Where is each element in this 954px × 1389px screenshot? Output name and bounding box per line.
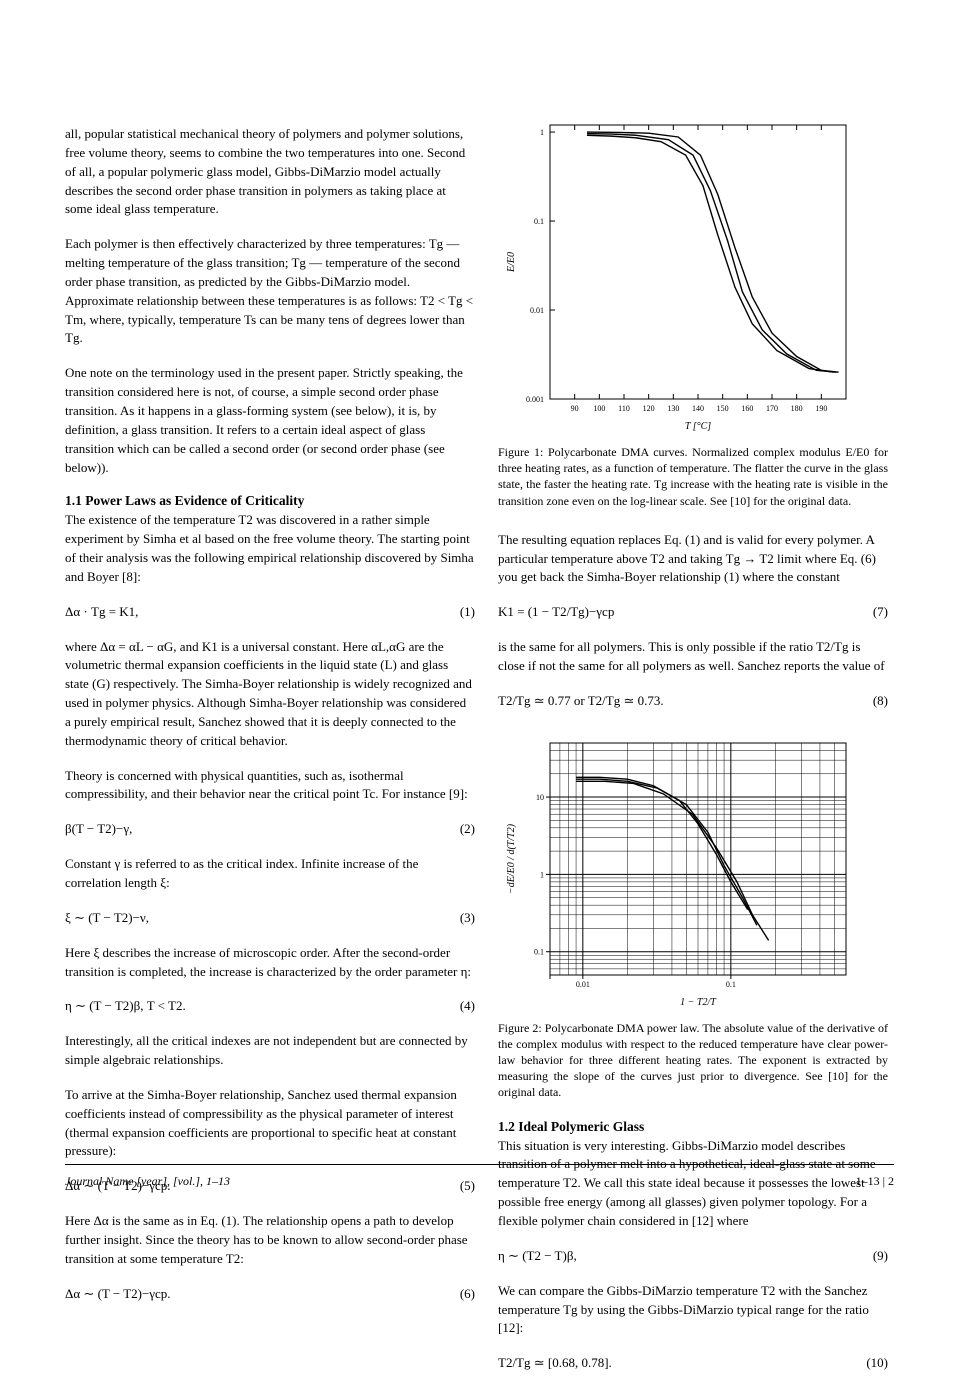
eq-body: ξ ∼ (T − T2)−ν, [65, 909, 149, 928]
eq-num: (9) [873, 1247, 888, 1266]
eq-body: Δα ∼ (T − T2)−γcp. [65, 1285, 171, 1304]
equation: T2/Tg ≃ [0.68, 0.78]. (10) [498, 1354, 888, 1373]
eq-body: η ∼ (T − T2)β, T < T2. [65, 997, 186, 1016]
eq-body: β(T − T2)−γ, [65, 820, 132, 839]
svg-text:180: 180 [791, 404, 803, 413]
svg-text:1: 1 [540, 870, 544, 879]
eq-body: Δα · Tg = K1, [65, 603, 138, 622]
svg-text:100: 100 [593, 404, 605, 413]
figure-1-caption: Figure 1: Polycarbonate DMA curves. Norm… [498, 444, 888, 509]
para: Here Δα is the same as in Eq. (1). The r… [65, 1212, 475, 1269]
svg-text:90: 90 [571, 404, 579, 413]
eq-body: η ∼ (T2 − T)β, [498, 1247, 577, 1266]
svg-text:0.01: 0.01 [576, 980, 590, 989]
svg-text:160: 160 [741, 404, 753, 413]
svg-text:110: 110 [618, 404, 630, 413]
eq-num: (2) [460, 820, 475, 839]
para: all, popular statistical mechanical theo… [65, 125, 475, 219]
svg-text:T [°C]: T [°C] [685, 421, 711, 432]
eq-num: (6) [460, 1285, 475, 1304]
para: Here ξ describes the increase of microsc… [65, 944, 475, 982]
svg-text:E/E0: E/E0 [506, 252, 517, 273]
para: Constant γ is referred to as the critica… [65, 855, 475, 893]
right-column: 0.0010.010.11901001101201301401501601701… [498, 115, 888, 1389]
page: all, popular statistical mechanical theo… [0, 0, 954, 1235]
svg-text:1: 1 [540, 128, 544, 137]
para: To arrive at the Simha-Boyer relationshi… [65, 1086, 475, 1161]
figure-1-chart: 0.0010.010.11901001101201301401501601701… [498, 115, 856, 435]
eq-num: (4) [460, 997, 475, 1016]
para: where Δα = αL − αG, and K1 is a universa… [65, 638, 475, 751]
eq-body: T2/Tg ≃ [0.68, 0.78]. [498, 1354, 612, 1373]
left-column: all, popular statistical mechanical theo… [65, 125, 475, 1320]
eq-num: (1) [460, 603, 475, 622]
journal-footer: Journal Name [year], [vol.], 1–13 [65, 1174, 230, 1189]
para: One note on the terminology used in the … [65, 364, 475, 477]
equation: β(T − T2)−γ, (2) [65, 820, 475, 839]
equation: η ∼ (T2 − T)β, (9) [498, 1247, 888, 1266]
equation: K1 = (1 − T2/Tg)−γcp (7) [498, 603, 888, 622]
para: This situation is very interesting. Gibb… [498, 1137, 888, 1231]
figure-2-caption: Figure 2: Polycarbonate DMA power law. T… [498, 1020, 888, 1101]
eq-body: K1 = (1 − T2/Tg)−γcp [498, 603, 614, 622]
eq-num: (8) [873, 692, 888, 711]
svg-text:0.1: 0.1 [534, 947, 544, 956]
svg-text:10: 10 [536, 793, 544, 802]
eq-num: (5) [460, 1177, 475, 1196]
para: Each polymer is then effectively charact… [65, 235, 475, 348]
para: is the same for all polymers. This is on… [498, 638, 888, 676]
eq-num: (10) [866, 1354, 888, 1373]
equation: Δα · Tg = K1, (1) [65, 603, 475, 622]
svg-text:0.001: 0.001 [526, 395, 544, 404]
para: Theory is concerned with physical quanti… [65, 767, 475, 805]
eq-body: T2/Tg ≃ 0.77 or T2/Tg ≃ 0.73. [498, 692, 664, 711]
footer-rule [65, 1164, 894, 1165]
svg-text:130: 130 [667, 404, 679, 413]
svg-text:0.1: 0.1 [726, 980, 736, 989]
figure-2-chart: 0.1 1 10 0.01 0.1 1 − T2/T −dE/E0 / d(T/T2) [498, 733, 856, 1011]
para: The resulting equation replaces Eq. (1) … [498, 531, 888, 588]
equation: ξ ∼ (T − T2)−ν, (3) [65, 909, 475, 928]
svg-text:1 − T2/T: 1 − T2/T [680, 997, 717, 1008]
section-heading: 1.2 Ideal Polymeric Glass [498, 1119, 888, 1135]
eq-num: (3) [460, 909, 475, 928]
page-number: 1–13 | 2 [856, 1174, 894, 1189]
svg-text:170: 170 [766, 404, 778, 413]
svg-text:120: 120 [643, 404, 655, 413]
svg-text:0.1: 0.1 [534, 217, 544, 226]
svg-text:150: 150 [717, 404, 729, 413]
equation: T2/Tg ≃ 0.77 or T2/Tg ≃ 0.73. (8) [498, 692, 888, 711]
section-heading: 1.1 Power Laws as Evidence of Criticalit… [65, 493, 475, 509]
para: Interestingly, all the critical indexes … [65, 1032, 475, 1070]
svg-text:140: 140 [692, 404, 704, 413]
svg-text:0.01: 0.01 [530, 306, 544, 315]
para: The existence of the temperature T2 was … [65, 511, 475, 586]
svg-text:−dE/E0 / d(T/T2): −dE/E0 / d(T/T2) [506, 823, 517, 894]
equation: η ∼ (T − T2)β, T < T2. (4) [65, 997, 475, 1016]
para: We can compare the Gibbs-DiMarzio temper… [498, 1282, 888, 1339]
eq-num: (7) [873, 603, 888, 622]
svg-text:190: 190 [815, 404, 827, 413]
equation: Δα ∼ (T − T2)−γcp. (6) [65, 1285, 475, 1304]
